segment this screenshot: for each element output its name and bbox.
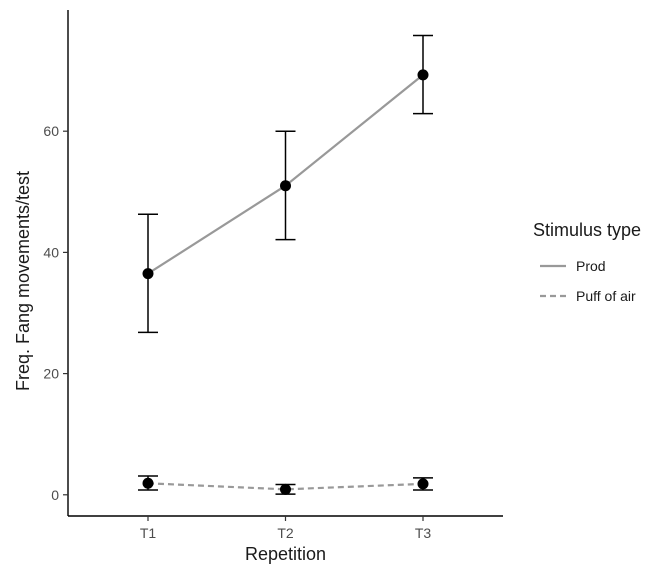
x-tick-label: T2 <box>277 525 294 541</box>
series-line-puff-of-air <box>147 482 424 491</box>
error-bars <box>138 34 433 495</box>
legend-items: Prod Puff of air <box>540 258 636 304</box>
y-axis-ticks: 0 20 40 60 <box>43 123 68 503</box>
data-points <box>142 69 429 495</box>
legend-label-puff-of-air: Puff of air <box>576 288 636 304</box>
legend-title: Stimulus type <box>533 220 641 240</box>
y-tick-label: 40 <box>43 244 59 260</box>
data-point-prod <box>142 268 154 280</box>
x-axis-title: Repetition <box>245 544 326 564</box>
x-tick-label: T1 <box>140 525 157 541</box>
y-tick-label: 0 <box>51 487 59 503</box>
plot-panel: 0 20 40 60 T1 T2 T3 <box>43 10 503 541</box>
x-tick-label: T3 <box>415 525 432 541</box>
legend-label-prod: Prod <box>576 258 606 274</box>
data-point-prod <box>417 69 429 81</box>
y-tick-label: 60 <box>43 123 59 139</box>
data-point-puff-of-air <box>280 483 291 495</box>
data-point-puff-of-air <box>142 477 154 489</box>
y-axis-title: Freq. Fang movements/test <box>13 171 33 391</box>
data-point-prod <box>280 180 291 192</box>
y-tick-label: 20 <box>43 366 59 382</box>
data-point-puff-of-air <box>417 478 429 490</box>
x-axis-ticks: T1 T2 T3 <box>140 516 432 541</box>
legend: Stimulus type Prod Puff of air <box>533 220 641 304</box>
